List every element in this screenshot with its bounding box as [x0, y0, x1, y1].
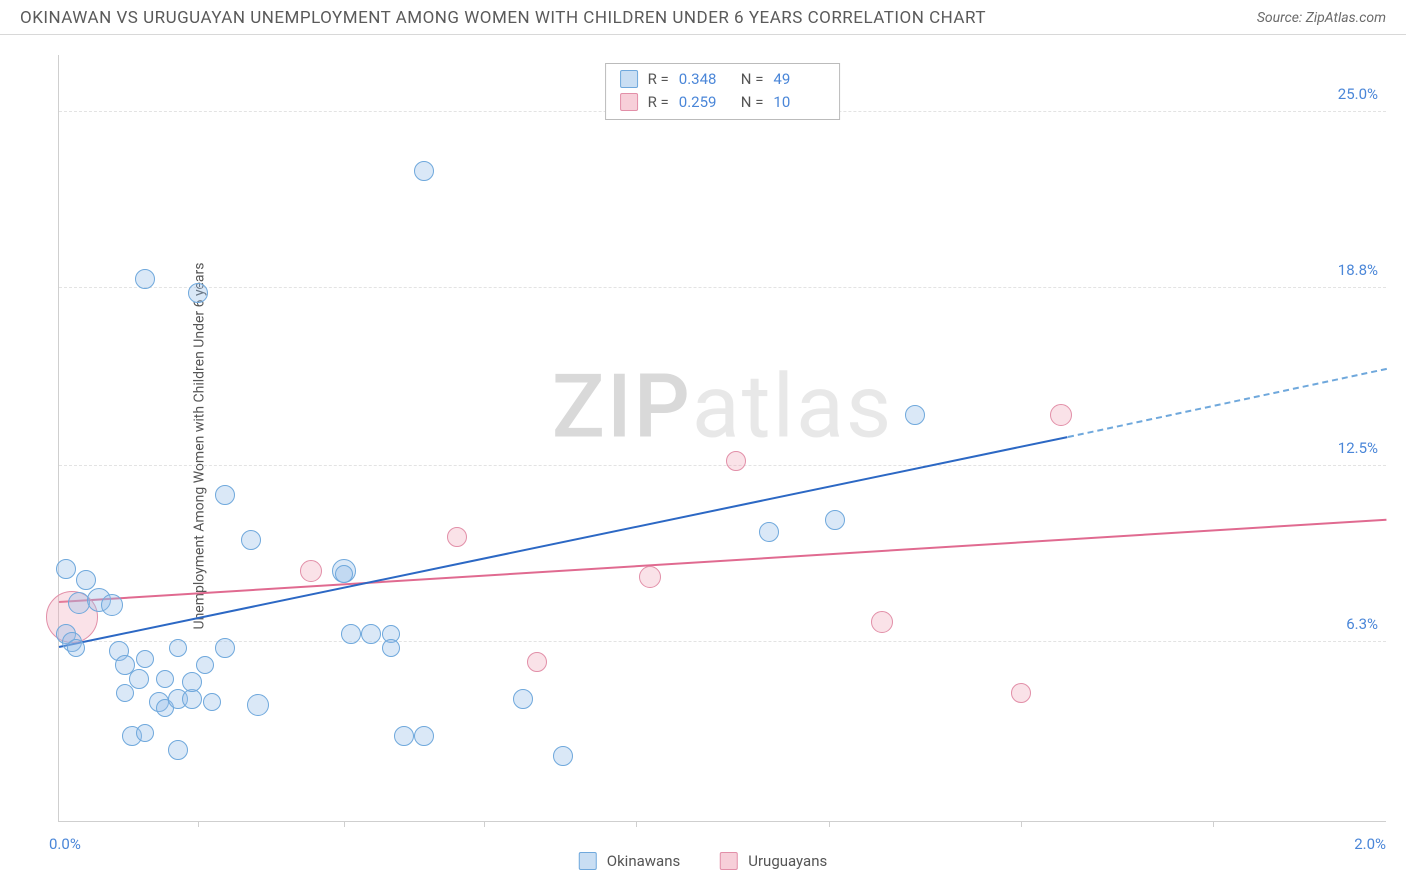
scatter-point	[300, 560, 322, 582]
legend-label: Okinawans	[607, 852, 680, 870]
r-value: 0.348	[679, 68, 731, 91]
scatter-point	[241, 530, 261, 550]
r-label: R =	[648, 68, 669, 91]
scatter-point	[341, 624, 361, 644]
scatter-point	[335, 565, 353, 583]
scatter-point	[156, 670, 174, 688]
chart-header: OKINAWAN VS URUGUAYAN UNEMPLOYMENT AMONG…	[0, 0, 1406, 35]
regression-line	[59, 436, 1068, 648]
scatter-point	[871, 611, 893, 633]
scatter-point	[168, 740, 188, 760]
regression-line	[59, 518, 1386, 602]
x-tick	[1213, 821, 1214, 827]
stats-box: R = 0.348 N = 49 R = 0.259 N = 10	[605, 63, 841, 120]
legend-item: Okinawans	[579, 852, 680, 870]
scatter-point	[196, 656, 214, 674]
scatter-point	[905, 405, 925, 425]
scatter-point	[129, 669, 149, 689]
x-tick	[484, 821, 485, 827]
scatter-point	[136, 650, 154, 668]
y-tick-label: 12.5%	[1338, 439, 1378, 457]
bottom-legend: Okinawans Uruguayans	[579, 852, 827, 870]
scatter-point	[414, 726, 434, 746]
n-label: N =	[741, 91, 764, 114]
n-label: N =	[741, 68, 764, 91]
scatter-point	[247, 694, 269, 716]
y-tick-label: 18.8%	[1338, 261, 1378, 279]
scatter-point	[101, 594, 123, 616]
scatter-point	[67, 639, 85, 657]
x-max-label: 2.0%	[1354, 835, 1386, 853]
stats-row: R = 0.348 N = 49	[620, 68, 826, 91]
stats-row: R = 0.259 N = 10	[620, 91, 826, 114]
scatter-point	[394, 726, 414, 746]
x-tick	[829, 821, 830, 827]
scatter-point	[182, 672, 202, 692]
gridline	[59, 287, 1386, 288]
chart-source: Source: ZipAtlas.com	[1257, 10, 1386, 26]
regression-line	[1067, 368, 1386, 438]
legend-item: Uruguayans	[720, 852, 827, 870]
scatter-point	[527, 652, 547, 672]
scatter-point	[726, 451, 746, 471]
scatter-point	[361, 624, 381, 644]
swatch-pink-icon	[720, 852, 738, 870]
scatter-point	[414, 161, 434, 181]
swatch-pink-icon	[620, 93, 638, 111]
r-label: R =	[648, 91, 669, 114]
y-tick-label: 25.0%	[1338, 85, 1378, 103]
swatch-blue-icon	[579, 852, 597, 870]
scatter-point	[136, 724, 154, 742]
scatter-point	[56, 559, 76, 579]
scatter-point	[169, 639, 187, 657]
x-tick	[198, 821, 199, 827]
gridline	[59, 641, 1386, 642]
scatter-point	[447, 527, 467, 547]
scatter-point	[135, 269, 155, 289]
scatter-point	[203, 693, 221, 711]
swatch-blue-icon	[620, 70, 638, 88]
scatter-point	[188, 283, 208, 303]
n-value: 10	[773, 91, 825, 114]
scatter-point	[1050, 404, 1072, 426]
x-tick	[1021, 821, 1022, 827]
watermark: ZIPatlas	[552, 356, 894, 459]
scatter-point	[1011, 683, 1031, 703]
scatter-plot-area: ZIPatlas R = 0.348 N = 49 R = 0.259 N = …	[58, 55, 1386, 822]
scatter-point	[825, 510, 845, 530]
gridline	[59, 465, 1386, 466]
scatter-point	[215, 638, 235, 658]
chart-title: OKINAWAN VS URUGUAYAN UNEMPLOYMENT AMONG…	[20, 8, 986, 28]
scatter-point	[182, 689, 202, 709]
scatter-point	[553, 746, 573, 766]
scatter-point	[215, 485, 235, 505]
n-value: 49	[773, 68, 825, 91]
x-tick	[636, 821, 637, 827]
scatter-point	[639, 566, 661, 588]
r-value: 0.259	[679, 91, 731, 114]
x-tick	[344, 821, 345, 827]
scatter-point	[759, 522, 779, 542]
y-tick-label: 6.3%	[1346, 615, 1378, 633]
x-min-label: 0.0%	[49, 835, 81, 853]
scatter-point	[513, 689, 533, 709]
scatter-point	[382, 639, 400, 657]
scatter-point	[76, 570, 96, 590]
legend-label: Uruguayans	[748, 852, 827, 870]
